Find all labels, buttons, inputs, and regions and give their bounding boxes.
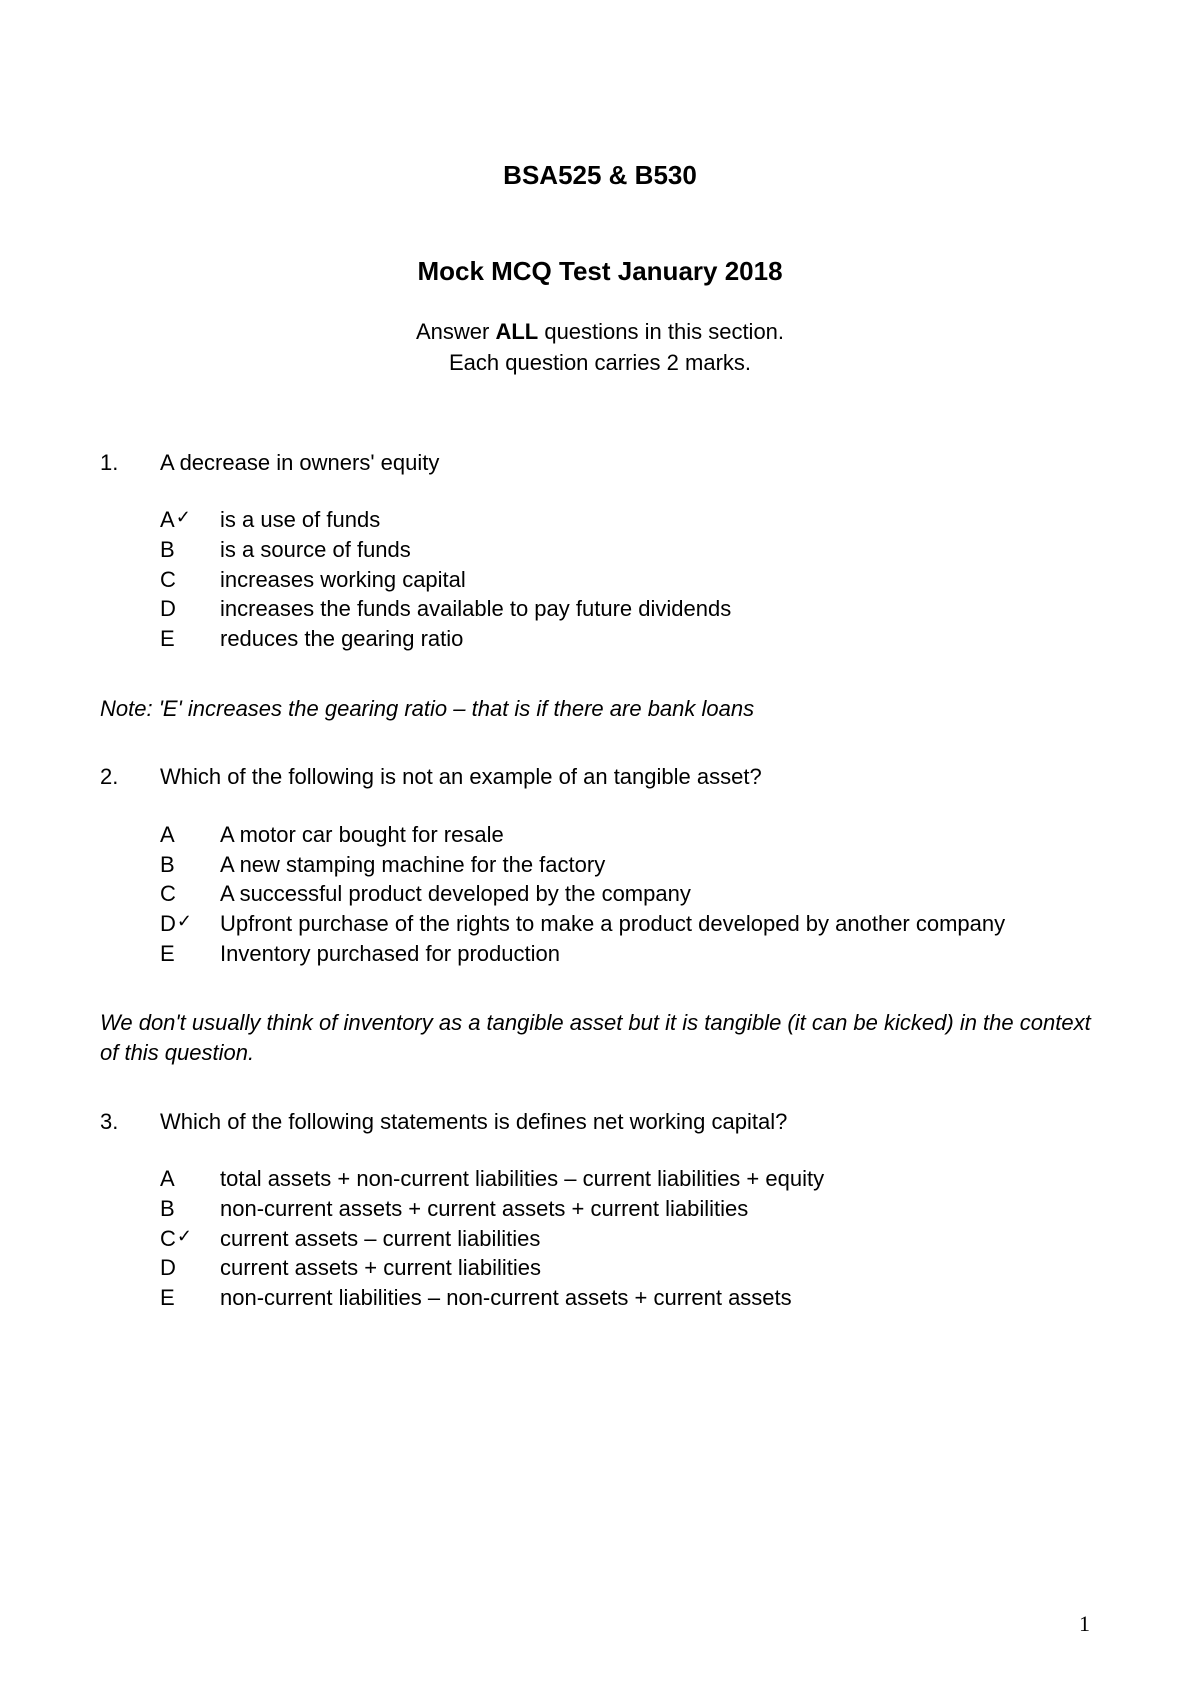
option-letter: A✓ [160,505,220,535]
instruction-bold: ALL [495,319,538,344]
test-title: Mock MCQ Test January 2018 [100,256,1100,287]
check-icon: ✓ [176,505,191,529]
option-text: A new stamping machine for the factory [220,850,1100,880]
question-text: Which of the following is not an example… [160,763,1100,792]
option-row: E reduces the gearing ratio [160,624,1100,654]
option-text: is a source of funds [220,535,1100,565]
instructions: Answer ALL questions in this section. Ea… [100,317,1100,379]
option-row: E Inventory purchased for production [160,939,1100,969]
check-icon: ✓ [177,1224,192,1248]
option-text: total assets + non-current liabilities –… [220,1164,1100,1194]
option-text: non-current assets + current assets + cu… [220,1194,1100,1224]
option-row: C A successful product developed by the … [160,879,1100,909]
option-text: current assets – current liabilities [220,1224,1100,1254]
option-text: increases working capital [220,565,1100,595]
question-block: 1. A decrease in owners' equity A✓ is a … [100,449,1100,724]
check-icon: ✓ [177,909,192,933]
question-number: 2. [100,763,160,792]
option-row: E non-current liabilities – non-current … [160,1283,1100,1313]
option-letter: C✓ [160,1224,220,1254]
option-text: Upfront purchase of the rights to make a… [220,909,1100,939]
document-page: BSA525 & B530 Mock MCQ Test January 2018… [0,0,1200,1697]
option-row: D✓ Upfront purchase of the rights to mak… [160,909,1100,939]
option-row: D current assets + current liabilities [160,1253,1100,1283]
option-row: B A new stamping machine for the factory [160,850,1100,880]
option-letter: C [160,565,220,595]
question-note: Note: 'E' increases the gearing ratio – … [100,694,1100,724]
option-text: A motor car bought for resale [220,820,1100,850]
option-letter: D [160,1253,220,1283]
option-row: D increases the funds available to pay f… [160,594,1100,624]
option-text: increases the funds available to pay fut… [220,594,1100,624]
option-text: current assets + current liabilities [220,1253,1100,1283]
instruction-pre: Answer [416,319,495,344]
option-letter: C [160,879,220,909]
question-number: 1. [100,449,160,478]
option-row: B non-current assets + current assets + … [160,1194,1100,1224]
option-letter: B [160,1194,220,1224]
question-text: Which of the following statements is def… [160,1108,1100,1137]
question-text: A decrease in owners' equity [160,449,1100,478]
option-letter: E [160,939,220,969]
option-letter: B [160,850,220,880]
option-text: A successful product developed by the co… [220,879,1100,909]
option-letter: D [160,594,220,624]
instruction-line2: Each question carries 2 marks. [449,350,751,375]
option-row: A total assets + non-current liabilities… [160,1164,1100,1194]
option-letter: E [160,1283,220,1313]
page-number: 1 [1079,1611,1090,1637]
question-row: 3. Which of the following statements is … [100,1108,1100,1137]
option-row: A A motor car bought for resale [160,820,1100,850]
option-row: C✓ current assets – current liabilities [160,1224,1100,1254]
option-row: B is a source of funds [160,535,1100,565]
option-text: Inventory purchased for production [220,939,1100,969]
option-letter: B [160,535,220,565]
option-letter: D✓ [160,909,220,939]
question-block: 2. Which of the following is not an exam… [100,763,1100,1067]
question-row: 2. Which of the following is not an exam… [100,763,1100,792]
option-row: C increases working capital [160,565,1100,595]
option-row: A✓ is a use of funds [160,505,1100,535]
option-text: is a use of funds [220,505,1100,535]
course-code-title: BSA525 & B530 [100,160,1100,191]
option-text: reduces the gearing ratio [220,624,1100,654]
option-letter: A [160,1164,220,1194]
question-row: 1. A decrease in owners' equity [100,449,1100,478]
option-letter: A [160,820,220,850]
question-note: We don't usually think of inventory as a… [100,1008,1100,1067]
option-text: non-current liabilities – non-current as… [220,1283,1100,1313]
option-letter: E [160,624,220,654]
instruction-post: questions in this section. [538,319,784,344]
question-number: 3. [100,1108,160,1137]
question-block: 3. Which of the following statements is … [100,1108,1100,1313]
